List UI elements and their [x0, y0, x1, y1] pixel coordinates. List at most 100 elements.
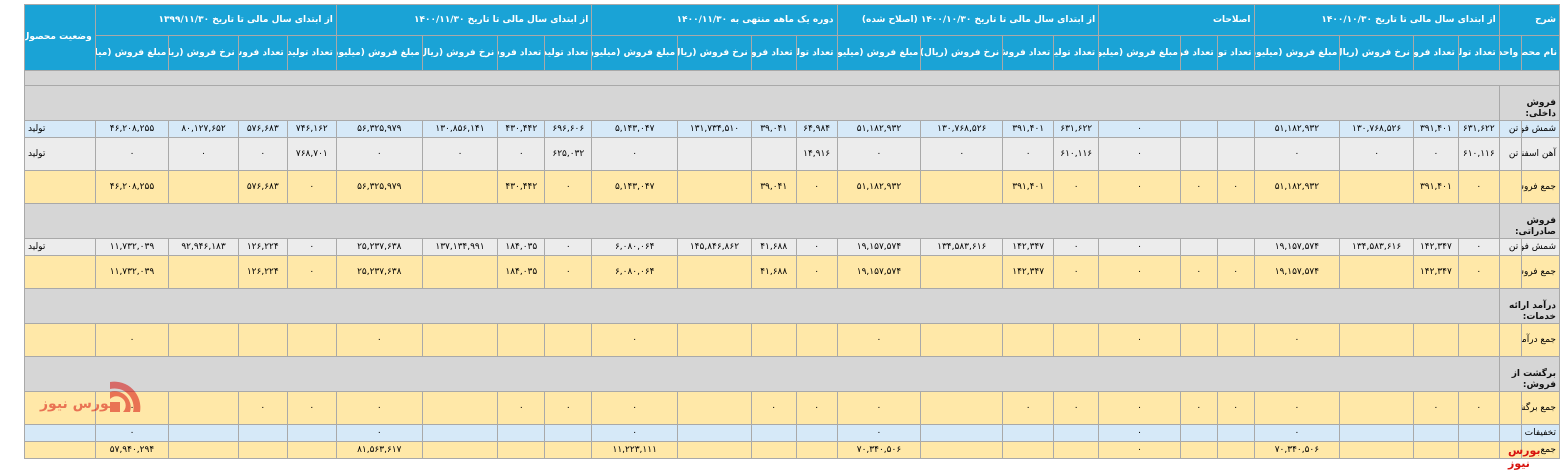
value-cell: ٠ [94, 137, 170, 171]
value-cell: ۱۴۲,۳۴۷ [1002, 255, 1055, 289]
unit-cell [1498, 424, 1523, 442]
sharh-header: شرح [1498, 4, 1561, 36]
value-cell: ۳۹۱,۴۰۱ [1412, 120, 1459, 138]
status-cell: تولید [24, 137, 96, 171]
table-row: برگشت از فروش: [24, 356, 1561, 392]
value-cell: ٠ [1098, 441, 1181, 459]
value-cell [1002, 424, 1055, 442]
section-label: برگشت از فروش: [1498, 356, 1561, 392]
sub-header-g2-3: مبلغ فروش (میلیون ریال) [1098, 35, 1181, 71]
value-cell: ٠ [1412, 391, 1459, 425]
value-cell: ۳۹۱,۴۰۱ [1002, 120, 1055, 138]
value-cell: ٠ [1412, 137, 1459, 171]
value-cell: ٠ [1457, 238, 1500, 256]
value-cell [421, 424, 499, 442]
section-label: درآمد ارائه خدمات: [1498, 288, 1561, 324]
value-cell: ٠ [795, 170, 838, 204]
table-row: شمش فولادیتن٠۱۴۲,۳۴۷۱۳۴,۵۸۳,۶۱۶۱۹,۱۵۷,۵۷… [24, 238, 1560, 256]
sub-header-g4-2: تعداد فروش [750, 35, 797, 71]
value-cell [1179, 424, 1218, 442]
value-cell [1179, 137, 1218, 171]
value-cell [750, 441, 797, 459]
value-cell: ٠ [1216, 391, 1255, 425]
value-cell: ۵۶,۳۲۵,۹۷۹ [335, 120, 423, 138]
value-cell: ۷۰,۳۴۰,۵۰۶ [836, 441, 922, 459]
value-cell: ٠ [795, 255, 838, 289]
value-cell: ۱۱,۲۲۳,۱۱۱ [591, 441, 679, 459]
value-cell [1216, 424, 1255, 442]
value-cell: ٠ [335, 424, 423, 442]
product-name-cell: شمش فولادی [1521, 238, 1560, 256]
value-cell: ۶۱۰,۱۱۶ [1457, 137, 1500, 171]
sub-header-g4-3: نرخ فروش (ریال) [677, 35, 752, 71]
value-cell: ۹۲,۹۴۶,۱۸۳ [168, 238, 239, 256]
table-row: جمع فروش داخلی٠۳۹۱,۴۰۱۵۱,۱۸۲,۹۳۲٠٠٠٠۳۹۱,… [24, 170, 1560, 204]
value-cell: ۴۱,۶۸۸ [750, 255, 797, 289]
sub-header-g6-3: نرخ فروش (ریال) [168, 35, 239, 71]
value-cell: ۱۲۶,۲۲۴ [237, 255, 288, 289]
value-cell: ٠ [836, 323, 922, 357]
unit-cell [1498, 255, 1523, 289]
value-cell: ۴۶,۲۰۸,۲۵۵ [94, 170, 170, 204]
value-cell [920, 255, 1004, 289]
value-cell: ۷۶۸,۷۰۱ [286, 137, 337, 171]
product-name-cell: شمش فولادی [1521, 120, 1560, 138]
value-cell [920, 323, 1004, 357]
value-cell: ۵۷,۹۴۰,۲۹۴ [94, 441, 170, 459]
value-cell: ٠ [1098, 137, 1181, 171]
unit-cell: تن [1498, 120, 1523, 138]
value-cell: ۲۵,۲۳۷,۶۳۸ [335, 255, 423, 289]
value-cell [1216, 120, 1255, 138]
sub-header-g3-1: تعداد تولید [1053, 35, 1100, 71]
status-cell [24, 323, 96, 357]
value-cell [1179, 323, 1218, 357]
value-cell [497, 424, 546, 442]
value-cell: ٠ [497, 137, 546, 171]
value-cell: ٠ [1253, 137, 1341, 171]
value-cell [677, 424, 752, 442]
value-cell [1339, 255, 1414, 289]
value-cell: ٠ [1002, 137, 1055, 171]
value-cell: ٠ [421, 137, 499, 171]
value-cell: ۵,۱۴۳,۰۴۷ [591, 120, 679, 138]
status-cell [24, 441, 96, 459]
value-cell [421, 391, 499, 425]
value-cell [1339, 323, 1414, 357]
value-cell: ۵,۱۴۳,۰۴۷ [591, 170, 679, 204]
value-cell: ٠ [94, 424, 170, 442]
value-cell: ۵۶,۳۲۵,۹۷۹ [335, 170, 423, 204]
value-cell: ۶۳۱,۶۲۲ [1053, 120, 1100, 138]
value-cell: ۲۵,۲۳۷,۶۳۸ [335, 238, 423, 256]
value-cell [237, 424, 288, 442]
value-cell: ۱۲۶,۲۲۴ [237, 238, 288, 256]
value-cell [1216, 323, 1255, 357]
value-cell: ۷۰,۳۴۰,۵۰۶ [1253, 441, 1341, 459]
value-cell: ٠ [1253, 391, 1341, 425]
value-cell [920, 424, 1004, 442]
value-cell [1457, 323, 1500, 357]
value-cell: ٠ [335, 137, 423, 171]
value-cell [1216, 441, 1255, 459]
value-cell [544, 323, 593, 357]
bourse-news-watermark-logo: بورس نیوز [39, 381, 141, 412]
group-header-2: اصلاحات [1098, 4, 1255, 36]
sub-header-g3-2: تعداد فروش [1002, 35, 1055, 71]
sub-header-g5-1: تعداد تولید [544, 35, 593, 71]
value-cell: ٠ [1098, 255, 1181, 289]
value-cell: ۳۹۱,۴۰۱ [1412, 170, 1459, 204]
value-cell: ٠ [237, 391, 288, 425]
value-cell [168, 323, 239, 357]
value-cell: ٠ [1098, 424, 1181, 442]
value-cell: ٠ [1098, 238, 1181, 256]
value-cell: ٠ [920, 137, 1004, 171]
value-cell [677, 137, 752, 171]
table-row: جمع برگشت از فروش٠٠٠٠٠٠٠٠٠٠٠٠٠٠٠٠٠٠ [24, 391, 1560, 425]
value-cell: ٠ [286, 238, 337, 256]
sub-header-g6-2: تعداد فروش [237, 35, 288, 71]
product-name-cell: جمع برگشت از فروش [1521, 391, 1560, 425]
value-cell: ٠ [591, 424, 679, 442]
value-cell: ٠ [1339, 137, 1414, 171]
value-cell [168, 391, 239, 425]
value-cell [1412, 323, 1459, 357]
product-name-cell: جمع فروش داخلی [1521, 170, 1560, 204]
